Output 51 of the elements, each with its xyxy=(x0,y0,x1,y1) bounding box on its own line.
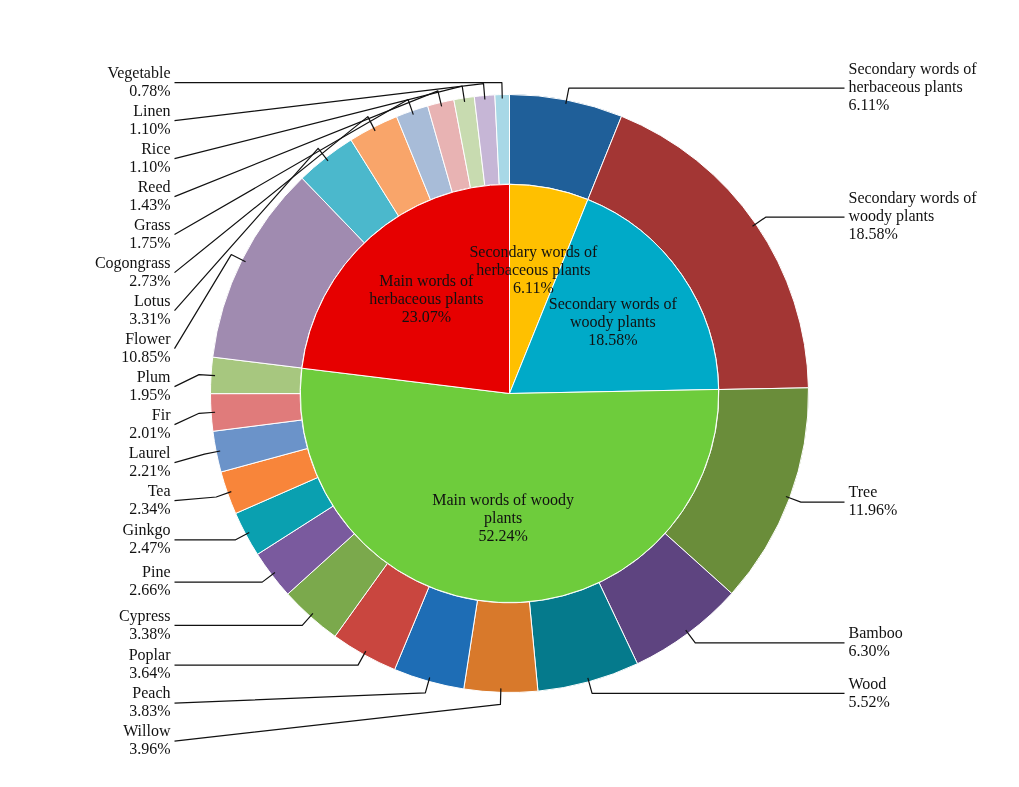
slice-label: Secondary words of woody plants xyxy=(848,189,978,226)
slice-label: Bamboo xyxy=(848,624,903,642)
slice-label: Tea xyxy=(147,481,171,499)
data-label: 1.43% xyxy=(129,195,171,213)
data-label: 52.24% xyxy=(478,527,528,545)
data-label: 5.52% xyxy=(848,692,890,710)
slice-label: Plum xyxy=(136,367,172,385)
data-label: 3.38% xyxy=(129,624,171,642)
data-label: 2.66% xyxy=(129,581,171,599)
slice-label: Cogongrass xyxy=(94,253,171,272)
data-label: 23.07% xyxy=(401,307,451,325)
slice-label: Lotus xyxy=(134,291,171,309)
slice-label: Willow xyxy=(123,722,171,740)
data-label: 10.85% xyxy=(121,347,171,365)
data-label: 3.64% xyxy=(129,664,171,682)
slice-label: Secondary words of woody plants xyxy=(548,294,678,331)
slice-label: Ginkgo xyxy=(122,521,171,540)
data-label: 2.47% xyxy=(129,539,171,557)
data-label: 1.10% xyxy=(129,119,171,137)
slice-label: Flower xyxy=(125,329,172,347)
data-label: 2.34% xyxy=(129,499,171,517)
data-label: 3.31% xyxy=(129,309,171,327)
data-label: 0.78% xyxy=(129,81,171,99)
data-label: 18.58% xyxy=(588,330,638,348)
data-label: 1.95% xyxy=(129,385,171,403)
data-label: 6.11% xyxy=(848,96,890,114)
slice-label: Wood xyxy=(848,674,887,692)
data-label: 2.21% xyxy=(129,461,171,479)
data-label: 18.58% xyxy=(848,225,898,243)
slice-label: Vegetable xyxy=(107,63,171,82)
slice-label: Secondary words of herbaceous plants xyxy=(848,60,978,97)
slice-label: Rice xyxy=(141,139,171,157)
data-label: 11.96% xyxy=(848,501,898,519)
slice-label: Cypress xyxy=(118,606,171,625)
slice-label: Grass xyxy=(134,215,171,233)
data-label: 1.75% xyxy=(129,233,171,251)
slice-label: Main words of woody plants xyxy=(432,491,574,528)
slice-label: Laurel xyxy=(128,443,172,461)
slice-label: Peach xyxy=(132,684,171,702)
data-label: 3.96% xyxy=(129,740,171,758)
slice-label: Fir xyxy=(151,405,172,423)
slice-label: Linen xyxy=(133,101,171,119)
slice-label: Poplar xyxy=(128,646,172,665)
data-label: 3.83% xyxy=(129,702,171,720)
slice-label: Pine xyxy=(142,563,171,581)
slice-label: Reed xyxy=(137,177,171,195)
slice-label: Tree xyxy=(848,483,878,501)
data-label: 2.73% xyxy=(129,271,171,289)
data-label: 6.30% xyxy=(848,642,890,660)
data-label: 2.01% xyxy=(129,423,171,441)
data-label: 1.10% xyxy=(129,157,171,175)
